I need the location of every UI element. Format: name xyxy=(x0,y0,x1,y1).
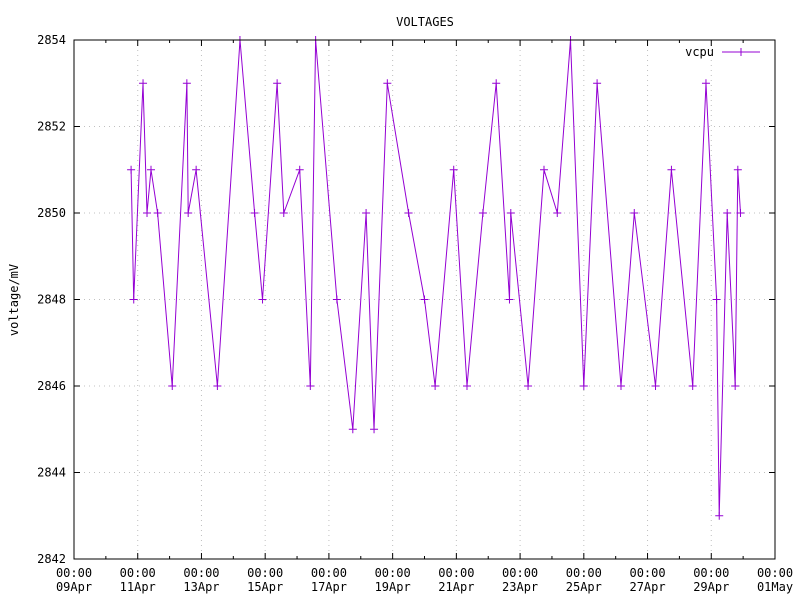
y-tick-label: 2852 xyxy=(37,120,66,134)
data-point xyxy=(182,79,191,88)
data-point xyxy=(723,209,732,217)
legend-label-vcpu: vcpu xyxy=(685,45,714,59)
data-point xyxy=(383,79,392,88)
data-point xyxy=(258,295,267,304)
data-point xyxy=(213,382,222,390)
legend: vcpu xyxy=(685,45,760,59)
x-tick-label-date: 15Apr xyxy=(247,580,283,594)
x-tick-label-time: 00:00 xyxy=(183,566,219,580)
x-tick-label-date: 25Apr xyxy=(566,580,602,594)
x-tick-label-time: 00:00 xyxy=(311,566,347,580)
x-tick-label-date: 11Apr xyxy=(120,580,156,594)
x-tick-label-date: 27Apr xyxy=(629,580,665,594)
y-tick-label: 2844 xyxy=(37,466,66,480)
y-tick-label: 2850 xyxy=(37,206,66,220)
x-tick-label-date: 13Apr xyxy=(183,580,219,594)
y-tick-label: 2842 xyxy=(37,552,66,566)
data-point xyxy=(524,382,533,390)
data-point xyxy=(306,382,315,390)
data-point xyxy=(431,382,440,390)
data-point xyxy=(651,382,660,390)
x-tick-label-time: 00:00 xyxy=(56,566,92,580)
data-point xyxy=(478,209,487,217)
x-tick-label-date: 17Apr xyxy=(311,580,347,594)
data-point xyxy=(492,79,501,88)
data-point xyxy=(184,209,193,217)
data-point xyxy=(153,209,162,217)
data-point xyxy=(462,382,471,390)
x-tick-label-time: 00:00 xyxy=(375,566,411,580)
x-tick-label-time: 00:00 xyxy=(566,566,602,580)
data-point xyxy=(250,209,259,217)
x-tick-label-date: 23Apr xyxy=(502,580,538,594)
series-line-vcpu xyxy=(130,39,741,516)
data-point xyxy=(279,209,288,217)
data-point xyxy=(736,209,745,217)
data-point xyxy=(332,295,341,304)
data-point xyxy=(449,165,458,174)
series-layer xyxy=(127,36,745,520)
x-tick-label-time: 00:00 xyxy=(120,566,156,580)
data-point xyxy=(348,425,357,434)
axis-ticks: 284228442846284828502852285400:0009Apr00… xyxy=(37,33,793,594)
x-tick-label-date: 19Apr xyxy=(375,580,411,594)
data-point xyxy=(701,79,710,88)
x-tick-label-time: 00:00 xyxy=(629,566,665,580)
x-tick-label-time: 00:00 xyxy=(247,566,283,580)
y-tick-label: 2846 xyxy=(37,379,66,393)
x-tick-label-time: 00:00 xyxy=(438,566,474,580)
x-tick-label-date: 09Apr xyxy=(56,580,92,594)
data-point xyxy=(616,382,625,390)
y-tick-label: 2854 xyxy=(37,33,66,47)
x-tick-label-time: 00:00 xyxy=(757,566,793,580)
data-point xyxy=(147,165,156,174)
data-point xyxy=(731,382,740,390)
y-axis-label: voltage/mV xyxy=(7,264,21,336)
data-point xyxy=(505,295,514,304)
data-point xyxy=(630,209,639,217)
x-tick-label-date: 29Apr xyxy=(693,580,729,594)
data-point xyxy=(579,382,588,390)
data-point xyxy=(143,209,152,217)
data-point xyxy=(539,165,548,174)
data-point xyxy=(129,295,138,304)
data-point xyxy=(667,165,676,174)
data-point xyxy=(688,382,697,390)
data-point xyxy=(712,295,721,304)
chart-title: VOLTAGES xyxy=(396,15,454,29)
data-point xyxy=(370,425,379,434)
data-point xyxy=(715,511,724,520)
data-point xyxy=(733,165,742,174)
data-point xyxy=(168,382,177,390)
data-point xyxy=(192,165,201,174)
x-tick-label-date: 01May xyxy=(757,580,793,594)
data-point xyxy=(506,209,515,217)
x-tick-label-time: 00:00 xyxy=(693,566,729,580)
data-point xyxy=(404,209,413,217)
data-point xyxy=(295,165,304,174)
data-point xyxy=(273,79,282,88)
x-tick-label-date: 21Apr xyxy=(438,580,474,594)
y-tick-label: 2848 xyxy=(37,293,66,307)
data-point xyxy=(127,165,136,174)
x-tick-label-time: 00:00 xyxy=(502,566,538,580)
data-point xyxy=(420,295,429,304)
data-point xyxy=(362,209,371,217)
data-point xyxy=(593,79,602,88)
data-point xyxy=(553,209,562,217)
data-point xyxy=(139,79,148,88)
